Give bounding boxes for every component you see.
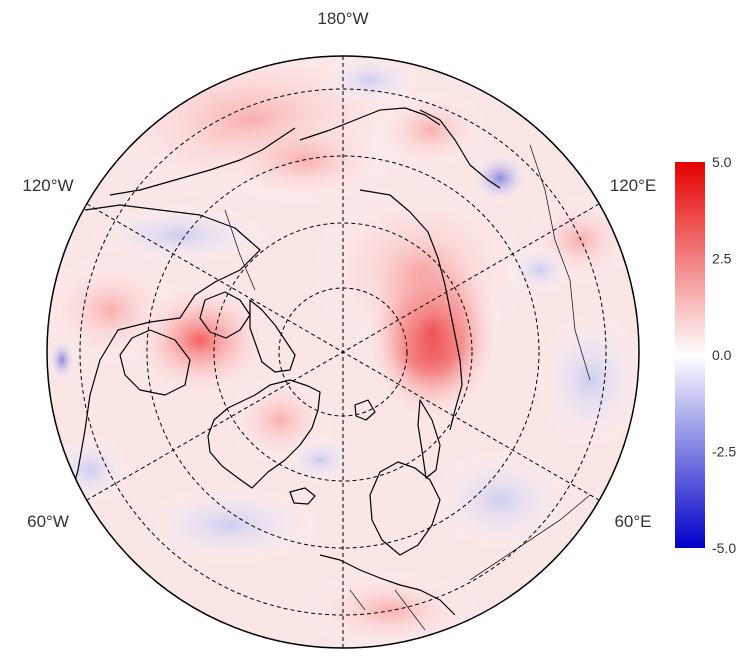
colorbar-tick-label: 2.5	[712, 251, 732, 267]
coast-novaya-zemlya	[417, 399, 441, 479]
coast-kamchatka	[419, 109, 501, 189]
lon-label-upper-right: 120°E	[610, 176, 657, 195]
graticule	[79, 56, 607, 648]
coast-scandinavia	[369, 461, 441, 556]
coast-east-siberia	[299, 107, 441, 141]
colorbar: 5.0 2.5 0.0 -2.5 -5.0	[675, 154, 736, 556]
coast-canada-archipelago	[199, 291, 251, 339]
lon-label-upper-left: 120°W	[22, 176, 73, 195]
coastlines	[69, 107, 501, 616]
coast-canada-islands	[249, 299, 296, 373]
lon-label-top: 180°W	[317, 9, 368, 28]
colorbar-tick-label: 5.0	[712, 154, 732, 170]
coast-svalbard	[354, 399, 376, 421]
coast-greenland	[207, 379, 321, 489]
country-borders	[224, 144, 591, 631]
latitude-circle	[79, 88, 607, 616]
coast-siberia	[359, 189, 463, 431]
latitude-circle	[146, 155, 540, 549]
coast-north-america	[69, 204, 261, 501]
map-border	[46, 55, 640, 649]
coast-hudson	[119, 329, 191, 396]
anomaly-field	[47, 56, 639, 648]
colorbar-tick-label: 0.0	[712, 347, 732, 363]
latitude-circle	[213, 222, 473, 482]
lon-label-lower-left: 60°W	[27, 512, 69, 531]
coast-alaska	[109, 127, 296, 196]
colorbar-tick-label: -5.0	[712, 540, 736, 556]
lon-label-lower-right: 60°E	[614, 512, 651, 531]
colorbar-tick-label: -2.5	[712, 444, 736, 460]
colorbar-gradient	[675, 162, 705, 548]
colorbar-ticks: 5.0 2.5 0.0 -2.5 -5.0	[712, 154, 736, 556]
coast-iceland	[289, 487, 316, 505]
meridian-line	[86, 203, 600, 501]
